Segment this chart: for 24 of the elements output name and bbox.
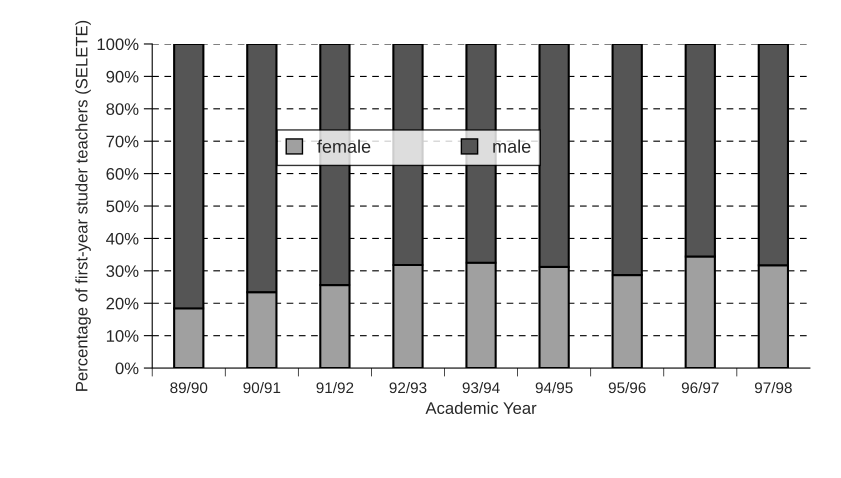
y-tick-label: 10% bbox=[106, 330, 138, 342]
legend-label: male bbox=[493, 140, 530, 153]
x-tick-label: 92/93 bbox=[390, 382, 426, 394]
y-tick-label: 20% bbox=[106, 298, 138, 310]
x-axis-title: Academic Year bbox=[425, 402, 536, 414]
y-tick-label: 70% bbox=[106, 136, 138, 148]
x-tick-label: 90/91 bbox=[243, 382, 280, 394]
y-tick-label: 0% bbox=[116, 362, 138, 374]
y-axis-title: Percentage of first-year studer teachers (SELETE) bbox=[75, 20, 91, 391]
y-tick-label: 90% bbox=[106, 70, 138, 83]
x-tick-label: 91/92 bbox=[316, 382, 354, 394]
x-tick-label: 89/90 bbox=[170, 382, 208, 394]
y-tick-label: 40% bbox=[106, 232, 138, 245]
x-tick-label: 94/95 bbox=[536, 382, 573, 394]
y-tick-label: 30% bbox=[106, 265, 138, 278]
legend-label: female bbox=[317, 140, 370, 153]
y-tick-label: 80% bbox=[106, 103, 138, 115]
x-tick-label: 97/98 bbox=[754, 382, 792, 394]
y-tick-label: 50% bbox=[106, 200, 138, 212]
x-tick-label: 95/96 bbox=[608, 382, 646, 394]
y-tick-label: 100% bbox=[98, 38, 138, 50]
y-tick-label: 60% bbox=[106, 168, 138, 180]
x-tick-label: 96/97 bbox=[682, 382, 719, 394]
x-tick-label: 93/94 bbox=[462, 382, 500, 394]
